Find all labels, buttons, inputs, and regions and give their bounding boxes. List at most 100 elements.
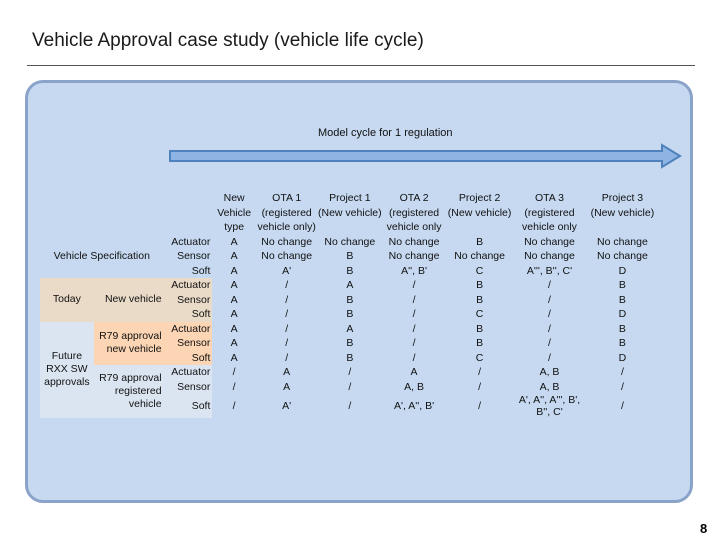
matrix-cell: B	[346, 264, 354, 277]
header-row-2: Vehicle (registered (New vehicle) (regis…	[40, 206, 720, 221]
component-header-blank	[163, 191, 213, 235]
matrix-cell: No change	[524, 235, 575, 248]
matrix-cell: A	[230, 235, 238, 248]
component-label: Sensor	[163, 379, 213, 394]
component-label: Soft	[163, 263, 213, 278]
matrix-row: Sensor / A / A, B / A, B /	[40, 379, 720, 394]
matrix-cell: B	[618, 279, 626, 291]
vehicle-spec-label: Vehicle Specification	[40, 234, 164, 278]
matrix-cell: A'', B'	[401, 264, 427, 277]
matrix-cell: B	[346, 293, 354, 306]
matrix-cell: /	[620, 380, 624, 393]
matrix-cell: /	[548, 308, 551, 320]
matrix-row: Sensor A No change B No change No change No ch…	[40, 249, 720, 264]
matrix-row: Today New vehicle Actuator A / A / B / B	[40, 278, 720, 322]
matrix-cell: /	[285, 322, 289, 335]
col-header-line1: Project 1	[329, 192, 371, 204]
matrix-row: Vehicle Specification Actuator A No change N…	[40, 234, 720, 278]
matrix-cell: B	[618, 337, 626, 349]
matrix-cell: A	[230, 264, 238, 277]
col-header-line1: OTA 2	[399, 192, 429, 204]
timeline-arrow	[169, 143, 682, 169]
col-header-line3	[586, 220, 660, 235]
header-row-1: New OTA 1 Project 1 OTA 2 Project 2 OTA …	[40, 191, 720, 235]
component-label: Soft	[163, 307, 213, 322]
col-header-line3: type	[224, 221, 245, 233]
col-header-line3: vehicle only	[522, 221, 577, 233]
matrix-cell: B	[618, 322, 626, 335]
matrix-cell: /	[348, 380, 352, 393]
timeline-arrow-shape	[169, 143, 682, 169]
matrix-cell: No change	[261, 235, 313, 248]
matrix-cell: A	[230, 279, 238, 291]
matrix-cell: D	[618, 308, 627, 320]
component-label: Soft	[163, 394, 213, 418]
component-label: Actuator	[163, 365, 213, 380]
col-header-line1: OTA 3	[534, 192, 564, 204]
matrix-cell: D	[618, 351, 627, 364]
matrix-cell: A''', B'', C'	[526, 264, 573, 277]
matrix-row: Sensor A / B / B / B	[40, 336, 720, 351]
matrix-cell: A', A'', A''', B', B'', C'	[518, 394, 581, 418]
matrix-cell: A	[410, 366, 418, 378]
matrix-cell: A	[346, 322, 354, 335]
matrix-cell: /	[478, 399, 482, 412]
matrix-cell: A	[230, 293, 238, 306]
new-vehicle-label: New vehicle	[93, 278, 164, 322]
col-header-line2: (New vehicle)	[447, 206, 512, 219]
matrix-cell: B	[618, 293, 626, 306]
matrix-cell: A'	[282, 264, 292, 277]
matrix-cell: /	[232, 366, 236, 378]
matrix-cell: /	[348, 366, 352, 378]
component-label: Actuator	[163, 278, 213, 293]
matrix-cell: /	[232, 380, 236, 393]
matrix-row: Future RXX SW approvals R79 approval new …	[40, 321, 720, 418]
matrix-cell: /	[348, 399, 352, 412]
component-label: Sensor	[163, 292, 213, 307]
slide-title: Vehicle Approval case study (vehicle lif…	[32, 30, 424, 51]
col-header-line2: Vehicle	[217, 206, 252, 219]
matrix-cell: /	[412, 279, 416, 291]
matrix-cell: B	[476, 235, 484, 248]
matrix-cell: No change	[261, 250, 313, 262]
r79-new-vehicle-label: R79 approval new vehicle	[93, 321, 164, 365]
component-label: Sensor	[163, 336, 213, 351]
header-blank	[40, 220, 164, 235]
matrix-cell: No change	[597, 235, 648, 248]
col-header-line2: (registered	[261, 206, 312, 219]
matrix-cell: A, B	[539, 380, 560, 393]
today-label: Today	[40, 278, 94, 322]
matrix-cell: A, B	[404, 380, 424, 393]
matrix-cell: A, B	[539, 366, 560, 378]
matrix-cell: B	[476, 322, 484, 335]
component-label: Soft	[163, 350, 213, 365]
header-blank	[40, 191, 164, 206]
matrix-cell: /	[548, 351, 551, 364]
matrix-cell: /	[285, 293, 289, 306]
matrix-cell: /	[232, 399, 236, 412]
matrix-cell: C	[475, 264, 484, 277]
model-cycle-label: Model cycle for 1 regulation	[318, 127, 453, 139]
matrix-cell: No change	[524, 250, 575, 262]
matrix-cell: B	[476, 337, 484, 349]
matrix-row: Soft A A' B A'', B' C A''', B'', C' D	[40, 263, 720, 278]
header-blank	[40, 206, 164, 221]
matrix-body: New OTA 1 Project 1 OTA 2 Project 2 OTA …	[40, 191, 720, 418]
component-label: Actuator	[163, 321, 213, 336]
col-header-line3	[446, 220, 513, 235]
col-header-line3: vehicle only	[386, 221, 442, 233]
matrix-cell: /	[285, 337, 289, 349]
matrix-row: Soft / A' / A', A'', B' / A', A'', A''', B', B…	[40, 394, 720, 418]
matrix-cell: /	[478, 380, 482, 393]
col-header-line1: Project 2	[458, 192, 501, 204]
col-header-line2: (New vehicle)	[318, 206, 382, 219]
matrix-cell: No change	[388, 235, 440, 248]
matrix-cell: B	[476, 279, 484, 291]
matrix-cell: A	[230, 322, 238, 335]
matrix-cell: A	[346, 279, 354, 291]
matrix-cell: A	[283, 366, 291, 378]
matrix-cell: /	[548, 322, 551, 335]
approval-matrix: New OTA 1 Project 1 OTA 2 Project 2 OTA …	[40, 191, 720, 418]
component-label: Sensor	[163, 249, 213, 264]
col-header-line2: (registered	[388, 206, 440, 219]
